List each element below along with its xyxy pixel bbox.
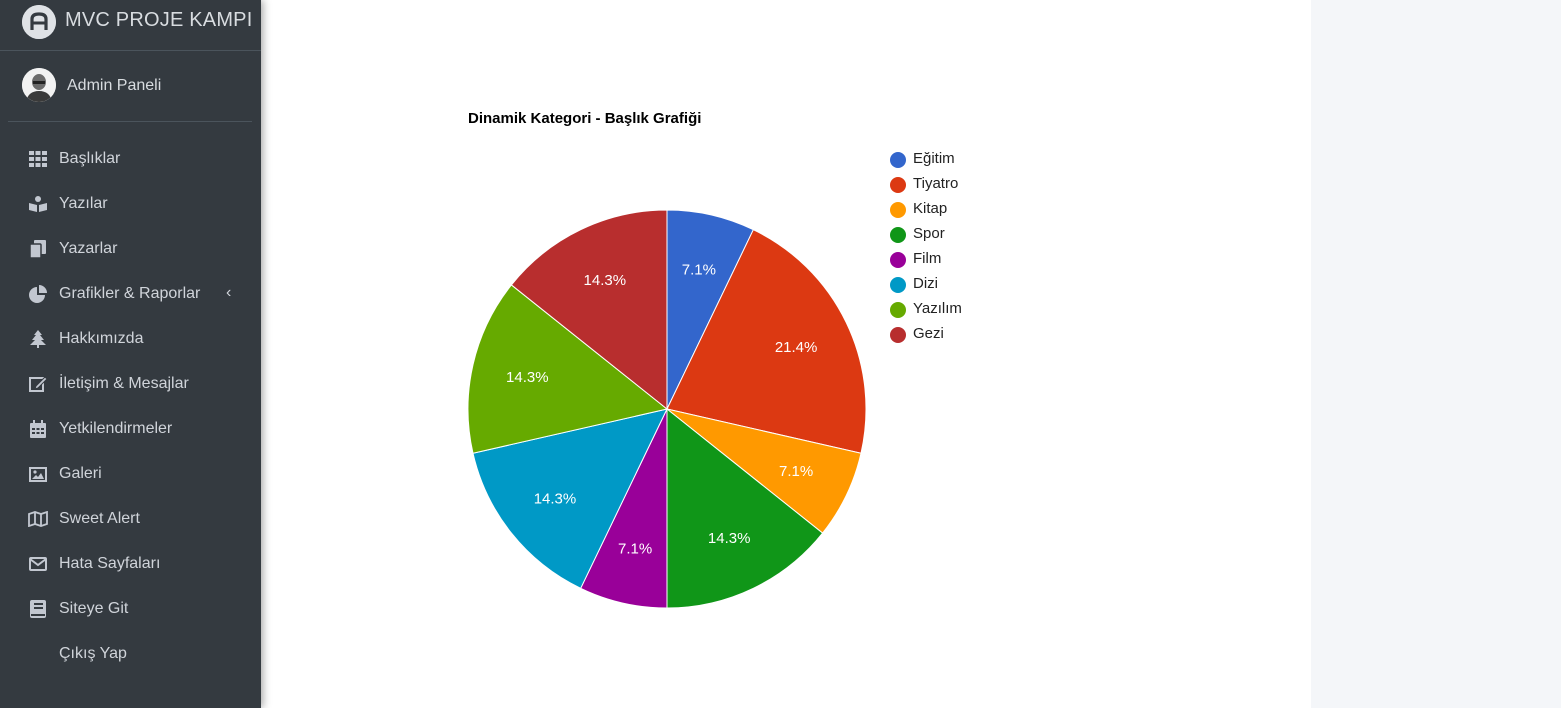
legend-label: Eğitim xyxy=(913,150,955,167)
brand-link[interactable]: MVC PROJE KAMPI xyxy=(0,0,261,51)
sidebar-item-label: Galeri xyxy=(59,465,102,482)
pie-chart: 7.1% 21.4% 7.1% 14.3% 7.1% 14.3% 14.3% 14.3% xyxy=(467,209,867,609)
pie-slice-label: 14.3% xyxy=(506,369,549,386)
sidebar-item-label: Sweet Alert xyxy=(59,510,140,527)
sidebar-item-label: Başlıklar xyxy=(59,150,121,167)
sidebar-item-sweet-alert[interactable]: Sweet Alert xyxy=(8,499,252,539)
sidebar-item-label: İletişim & Mesajlar xyxy=(59,375,189,392)
sidebar-item-hakk-m-zda[interactable]: Hakkımızda xyxy=(8,319,252,359)
sidebar-item-yazarlar[interactable]: Yazarlar xyxy=(8,229,252,269)
brand-text: MVC PROJE KAMPI xyxy=(65,9,253,31)
pie-slice-label: 7.1% xyxy=(779,463,813,480)
legend-label: Gezi xyxy=(913,325,944,342)
sidebar-item-yetkilendirmeler[interactable]: Yetkilendirmeler xyxy=(8,409,252,449)
pie-slice-1[interactable] xyxy=(666,229,867,454)
pie-slice-label: 21.4% xyxy=(775,339,818,356)
sidebar-item-label: Yetkilendirmeler xyxy=(59,420,173,437)
sidebar-item-c-k-s-yap[interactable]: Çıkış Yap xyxy=(8,634,252,674)
sidebar-item-label: Yazarlar xyxy=(59,240,118,257)
legend-dot-icon xyxy=(890,252,906,268)
pie-slice-7[interactable] xyxy=(510,209,668,411)
legend-label: Yazılım xyxy=(913,300,962,317)
image-icon xyxy=(28,465,48,483)
edit-icon xyxy=(28,375,48,393)
pie-slice-3[interactable] xyxy=(666,407,824,609)
user-avatar-icon xyxy=(22,68,56,102)
sidebar-item-yaz-lar[interactable]: Yazılar xyxy=(8,184,252,224)
legend-label: Spor xyxy=(913,225,945,242)
legend-dot-icon xyxy=(890,177,906,193)
sidebar-item-galeri[interactable]: Galeri xyxy=(8,454,252,494)
legend-label: Kitap xyxy=(913,200,948,217)
legend-dot-icon xyxy=(890,277,906,293)
sidebar-item-label: Hakkımızda xyxy=(59,330,144,347)
legend-dot-icon xyxy=(890,202,906,218)
chevron-left-icon: ‹ xyxy=(226,284,232,301)
pie-slice-label: 14.3% xyxy=(708,530,751,547)
pie-slice-label: 14.3% xyxy=(584,272,627,289)
legend-label: Film xyxy=(913,250,942,267)
pie-chart-icon xyxy=(28,285,48,303)
legend-label: Tiyatro xyxy=(913,175,959,192)
copy-icon xyxy=(28,240,48,258)
pie-slice-label: 14.3% xyxy=(534,490,577,507)
legend-label: Dizi xyxy=(913,275,938,292)
legend-dot-icon xyxy=(890,302,906,318)
sidebar-item-label: Hata Sayfaları xyxy=(59,555,161,572)
sidebar-item-label: Yazılar xyxy=(59,195,108,212)
main-content: Dinamik Kategori - Başlık Grafiği 7.1% 21… xyxy=(261,0,1311,708)
legend-dot-icon xyxy=(890,227,906,243)
sidebar-item-label: Grafikler & Raporlar xyxy=(59,285,201,302)
sidebar-item-label: Çıkış Yap xyxy=(59,645,127,662)
calendar-icon xyxy=(28,420,48,438)
envelope-icon xyxy=(28,555,48,573)
sidebar-item-siteye-git[interactable]: Siteye Git xyxy=(8,589,252,629)
sidebar-item-label: Siteye Git xyxy=(59,600,129,617)
map-icon xyxy=(28,510,48,528)
sidebar-item-i-letis-im-mesajlar[interactable]: İletişim & Mesajlar xyxy=(8,364,252,404)
sidebar-item-hata-sayfalar[interactable]: Hata Sayfaları xyxy=(8,544,252,584)
sidebar-item-bas-l-klar[interactable]: Başlıklar xyxy=(8,139,252,179)
legend-dot-icon xyxy=(890,327,906,343)
pie-slice-label: 7.1% xyxy=(682,261,716,278)
pie-slice-label: 7.1% xyxy=(618,541,652,558)
sidebar-item-grafikler-raporlar[interactable]: Grafikler & Raporlar ‹ xyxy=(8,274,252,314)
legend-dot-icon xyxy=(890,152,906,168)
sidebar: MVC PROJE KAMPI Admin Paneli Başlıklar Ya… xyxy=(0,0,261,708)
letter-a-logo-icon xyxy=(22,5,56,39)
user-panel[interactable]: Admin Paneli xyxy=(8,52,252,122)
pie-slice-6[interactable] xyxy=(467,284,669,454)
tree-icon xyxy=(28,330,48,348)
book-icon xyxy=(28,600,48,618)
pie-slice-5[interactable] xyxy=(472,408,668,589)
reader-icon xyxy=(28,195,48,213)
grid-icon xyxy=(28,150,48,168)
chart-title: Dinamik Kategori - Başlık Grafiği xyxy=(468,110,702,127)
user-name: Admin Paneli xyxy=(67,77,162,94)
